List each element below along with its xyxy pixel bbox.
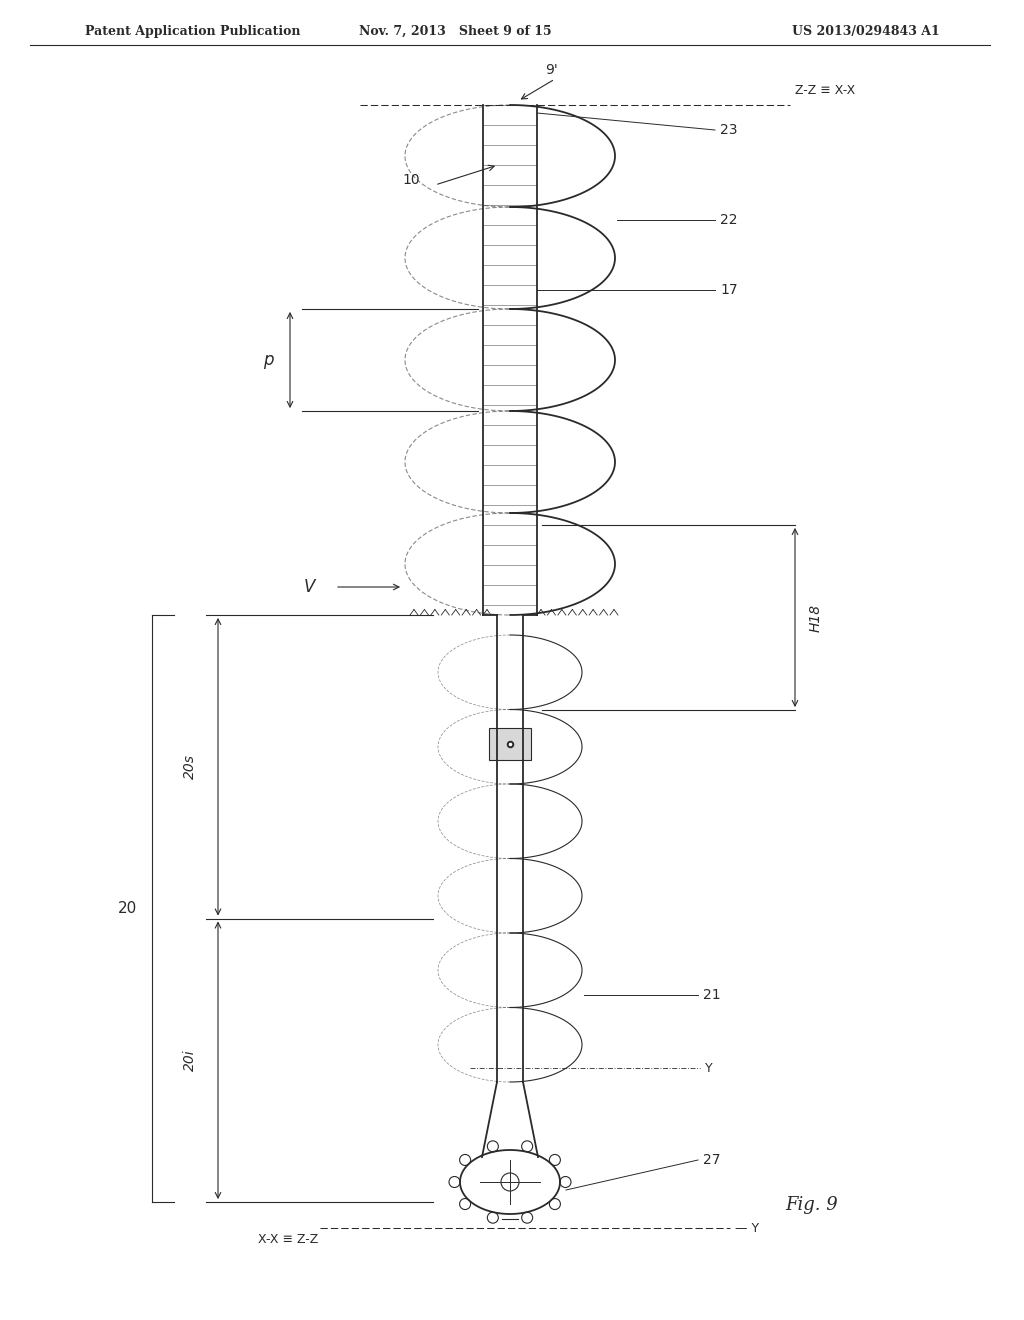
- Circle shape: [487, 1140, 499, 1152]
- Text: 9': 9': [545, 63, 558, 77]
- Bar: [489, 729, 531, 760]
- Circle shape: [501, 1173, 519, 1191]
- Text: 17: 17: [720, 282, 737, 297]
- Text: V: V: [304, 578, 315, 597]
- Text: 23: 23: [720, 123, 737, 137]
- Text: — Y: — Y: [735, 1221, 759, 1234]
- Text: Y: Y: [705, 1061, 713, 1074]
- Text: 22: 22: [720, 213, 737, 227]
- Text: 27: 27: [703, 1152, 721, 1167]
- Text: 20i: 20i: [183, 1049, 197, 1071]
- Text: Patent Application Publication: Patent Application Publication: [85, 25, 300, 38]
- Text: Z-Z ≡ X-X: Z-Z ≡ X-X: [795, 84, 855, 96]
- Text: Nov. 7, 2013   Sheet 9 of 15: Nov. 7, 2013 Sheet 9 of 15: [358, 25, 551, 38]
- Text: Fig. 9: Fig. 9: [785, 1196, 838, 1214]
- Text: 21: 21: [703, 987, 721, 1002]
- Circle shape: [521, 1212, 532, 1224]
- Text: H18: H18: [809, 603, 823, 631]
- Circle shape: [521, 1140, 532, 1152]
- Circle shape: [449, 1176, 460, 1188]
- Text: 20s: 20s: [183, 754, 197, 779]
- Circle shape: [550, 1199, 560, 1209]
- Text: 20: 20: [118, 902, 137, 916]
- Circle shape: [460, 1155, 471, 1166]
- Text: X-X ≡ Z-Z: X-X ≡ Z-Z: [258, 1233, 318, 1246]
- Circle shape: [487, 1212, 499, 1224]
- Circle shape: [560, 1176, 571, 1188]
- Text: p: p: [263, 351, 273, 370]
- Circle shape: [460, 1199, 471, 1209]
- Circle shape: [550, 1155, 560, 1166]
- Text: US 2013/0294843 A1: US 2013/0294843 A1: [793, 25, 940, 38]
- Text: 10: 10: [402, 173, 420, 187]
